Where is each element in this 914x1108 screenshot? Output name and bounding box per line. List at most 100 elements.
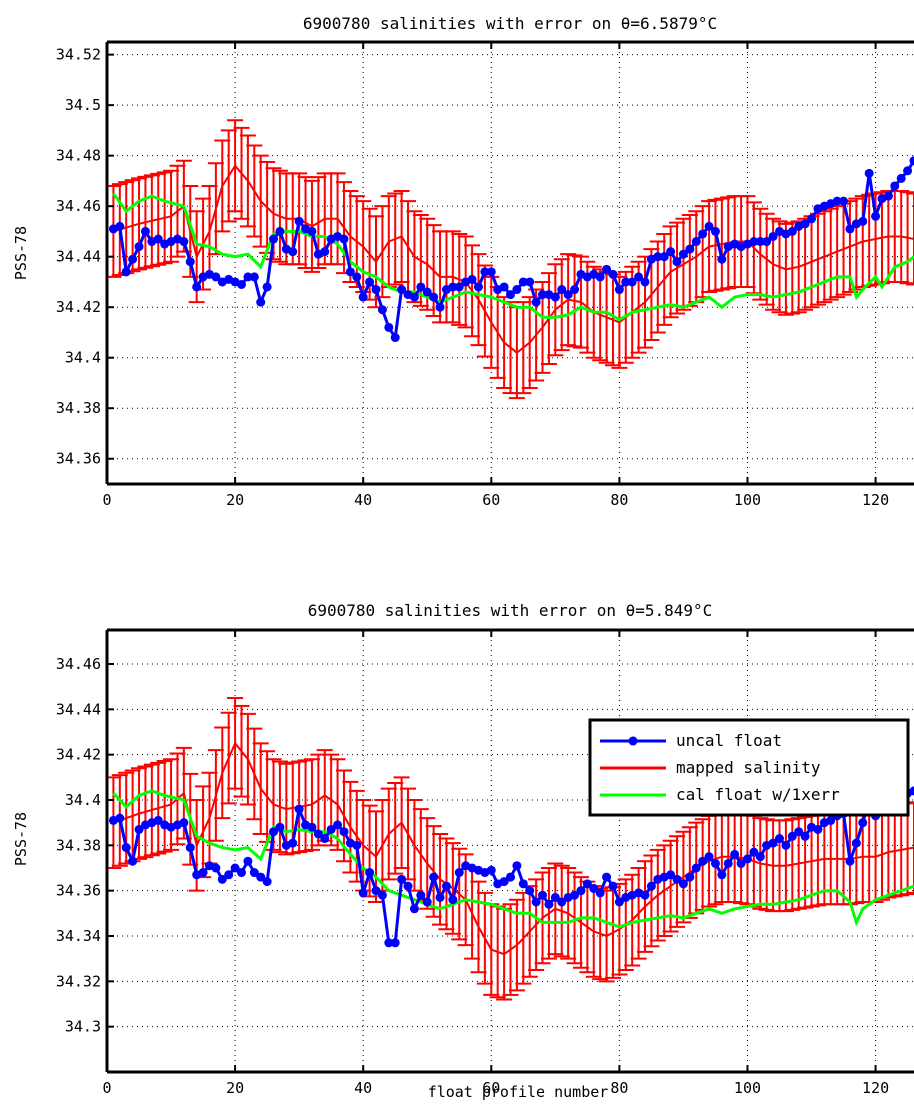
uncal-float-point (448, 282, 458, 292)
uncal-float-point (659, 252, 669, 262)
legend-label: uncal float (676, 731, 782, 750)
uncal-float-point (358, 888, 368, 898)
uncal-float-point (506, 872, 515, 882)
uncal-float-point (365, 277, 375, 287)
y-tick-label: 34.5 (65, 96, 101, 114)
uncal-float-point (269, 827, 279, 837)
plot-area (107, 697, 914, 1001)
uncal-float-point (128, 856, 138, 866)
uncal-float-point (448, 895, 458, 905)
uncal-float-point (307, 226, 317, 236)
uncal-float-point (723, 858, 733, 868)
uncal-float-point (710, 858, 720, 868)
x-tick-label: 100 (734, 1079, 761, 1097)
uncal-float-point (518, 277, 528, 287)
x-tick-label: 40 (354, 491, 372, 509)
y-tick-label: 34.34 (56, 927, 101, 945)
uncal-float-point (506, 290, 515, 300)
uncal-float-point (435, 302, 445, 312)
uncal-float-point (544, 899, 554, 909)
mapped-salinity-line (113, 741, 914, 956)
uncal-float-point (499, 282, 509, 292)
uncal-float-point (909, 156, 914, 166)
uncal-float-point (570, 890, 580, 900)
uncal-float-point (909, 786, 914, 796)
uncal-float-point (807, 214, 817, 224)
uncal-float-point (384, 322, 394, 332)
uncal-float-point (640, 277, 650, 287)
uncal-float-point (589, 883, 599, 893)
uncal-float-point (397, 285, 407, 295)
uncal-float-point (486, 267, 496, 277)
y-tick-label: 34.52 (56, 46, 101, 64)
x-tick-label: 80 (610, 491, 628, 509)
cal-float-line (112, 192, 914, 322)
y-tick-label: 34.46 (56, 197, 101, 215)
uncal-float-point (896, 173, 906, 183)
uncal-float-point (730, 849, 740, 859)
uncal-float-point (249, 868, 259, 878)
uncal-float-point (262, 282, 272, 292)
uncal-float-point (813, 824, 823, 834)
uncal-float-point (525, 886, 535, 896)
y-tick-label: 34.42 (56, 298, 101, 316)
uncal-float-point (403, 881, 413, 891)
uncal-float-point (288, 247, 298, 257)
uncal-float-point (371, 285, 381, 295)
uncal-float-point (781, 840, 791, 850)
chart-title: 6900780 salinities with error on θ=5.849… (308, 601, 713, 620)
legend-label: mapped salinity (676, 758, 821, 777)
uncal-float-point (115, 813, 125, 823)
uncal-float-point (224, 870, 234, 880)
uncal-float-point (512, 285, 522, 295)
uncal-float-point (672, 874, 682, 884)
uncal-float-point (512, 861, 522, 871)
cal-float-line (112, 789, 914, 929)
uncal-float-point (211, 272, 221, 282)
uncal-float-point (275, 226, 285, 236)
uncal-float-point (390, 938, 400, 948)
uncal-float-point (602, 264, 612, 274)
uncal-float-point (352, 272, 362, 282)
uncal-float-point (269, 234, 279, 244)
chart-panel-bottom: 6900780 salinities with error on θ=5.849… (12, 601, 914, 1101)
y-tick-label: 34.44 (56, 248, 101, 266)
uncal-float-point (691, 237, 701, 247)
y-tick-label: 34.4 (65, 791, 101, 809)
uncal-float-point (134, 824, 144, 834)
uncal-float-point (518, 879, 528, 889)
chart-title: 6900780 salinities with error on θ=6.587… (303, 14, 717, 33)
uncal-float-point (634, 272, 644, 282)
uncal-float-point (288, 838, 298, 848)
uncal-float-point (237, 279, 246, 289)
uncal-float-point (704, 221, 714, 231)
x-tick-label: 60 (482, 491, 500, 509)
uncal-float-point (614, 897, 624, 907)
x-tick-label: 80 (610, 1079, 628, 1097)
uncal-float-point (416, 282, 426, 292)
uncal-float-point (570, 285, 580, 295)
y-tick-label: 34.36 (56, 450, 101, 468)
uncal-float-point (826, 815, 836, 825)
legend: uncal float mapped salinity cal float w/1x… (588, 718, 910, 817)
uncal-float-point (800, 219, 810, 229)
uncal-float-point (192, 282, 202, 292)
uncal-float-point (845, 856, 855, 866)
uncal-float-point (538, 890, 548, 900)
uncal-float-point (435, 892, 445, 902)
uncal-float-point (851, 838, 861, 848)
uncal-float-point (409, 292, 419, 302)
chart-panel-top: 6900780 salinities with error on θ=6.587… (12, 14, 914, 509)
uncal-float-point (307, 822, 317, 832)
uncal-float-point (903, 166, 913, 176)
uncal-float-point (742, 854, 752, 864)
uncal-float-point (441, 881, 451, 891)
uncal-float-point (749, 847, 759, 857)
x-tick-label: 0 (102, 491, 111, 509)
uncal-float-point (121, 843, 131, 853)
uncal-float-point (749, 237, 759, 247)
uncal-float-point (710, 226, 720, 236)
x-tick-label: 40 (354, 1079, 372, 1097)
uncal-float-point (832, 196, 842, 206)
